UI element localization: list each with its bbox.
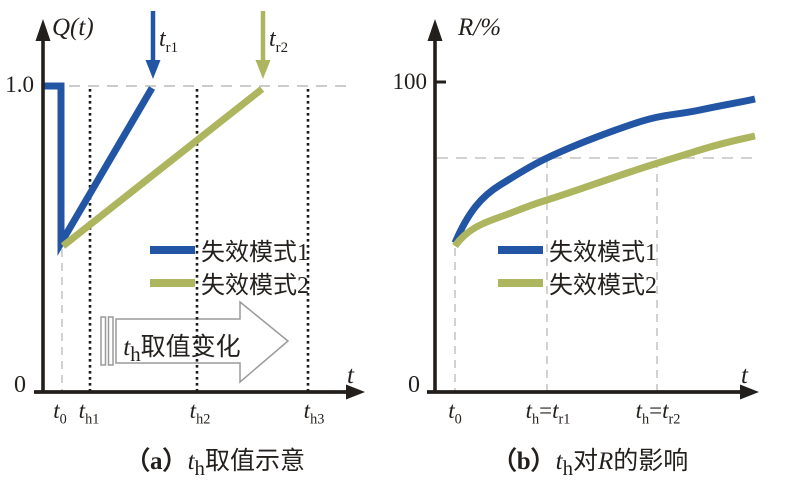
panel-a-caption-var: t bbox=[187, 448, 195, 475]
tr2-label-sub: r2 bbox=[275, 39, 289, 56]
tick-thr1-t1: t bbox=[525, 398, 532, 423]
panel-a-legend-item-2: 失效模式2 bbox=[150, 265, 309, 300]
tick-t0-sub: 0 bbox=[59, 411, 67, 428]
mode1-legend-label-b: 失效模式1 bbox=[549, 240, 657, 266]
tick-th2-base: t bbox=[189, 398, 197, 423]
panel-a-mode1-curve bbox=[44, 82, 156, 256]
panel-a-tick-t0: t0 bbox=[46, 398, 74, 427]
panel-b-legend-item-1: 失效模式1 bbox=[498, 232, 657, 267]
mode2-legend-swatch bbox=[150, 278, 195, 287]
panel-a-y-axis-label: Q(t) bbox=[52, 14, 94, 41]
panel-a-tick-th1: th1 bbox=[72, 398, 106, 427]
panel-b-y-axis-label: R/% bbox=[458, 14, 502, 41]
panel-b-caption-r: R bbox=[598, 448, 614, 475]
tick-thr1-s2: r1 bbox=[558, 411, 571, 428]
hollow-arrow-body bbox=[115, 300, 290, 384]
hollow-arrow-tail-bar-1 bbox=[100, 316, 107, 366]
panel-b-tick-th-tr2: th=tr2 bbox=[623, 398, 693, 427]
tick-th1-sub: h1 bbox=[85, 411, 100, 428]
tick-thr1-t2: t bbox=[552, 398, 559, 423]
panel-a-caption-sub: h bbox=[194, 456, 205, 480]
panel-a-caption-text: 取值示意 bbox=[204, 448, 305, 475]
panel-b-caption-var: t bbox=[555, 448, 563, 475]
panel-a-legend-item-1: 失效模式1 bbox=[150, 232, 309, 267]
tick-t0-base: t bbox=[53, 398, 60, 423]
panel-a-ytick-1: 1.0 bbox=[5, 72, 34, 97]
mode2-legend-swatch-b bbox=[498, 278, 543, 287]
mode1-legend-swatch-b bbox=[498, 245, 543, 254]
tr1-label-sub: r1 bbox=[165, 39, 179, 56]
hollow-arrow-label-sub: h bbox=[130, 342, 141, 366]
panel-a-tick-th3: th3 bbox=[297, 398, 331, 427]
tick-thr2-eq: = bbox=[649, 398, 663, 423]
tr2-label-base: t bbox=[269, 26, 276, 52]
tick-th2-sub: h2 bbox=[196, 411, 211, 428]
mode1-legend-swatch bbox=[150, 245, 195, 254]
mode1-legend-label: 失效模式1 bbox=[201, 240, 309, 266]
tr1-label-base: t bbox=[159, 26, 166, 52]
mode2-legend-label-b: 失效模式2 bbox=[549, 273, 657, 299]
panel-a-mode2-curve bbox=[60, 86, 265, 249]
panel-b-caption-sub: h bbox=[562, 456, 573, 480]
panel-a-caption-index: （a） bbox=[125, 448, 188, 475]
hollow-arrow-label-base: t bbox=[123, 334, 131, 361]
panel-b-x-axis-label: t bbox=[741, 362, 748, 389]
panel-b-caption-text2: 的影响 bbox=[613, 448, 689, 475]
panel-b-mode2-curve bbox=[452, 132, 756, 249]
tick-b-t0-sub: 0 bbox=[454, 411, 462, 428]
panel-b-mode1-curve bbox=[451, 95, 756, 245]
tick-thr2-s2: r2 bbox=[668, 411, 681, 428]
hollow-arrow-tail-bar-2 bbox=[107, 316, 114, 366]
tr1-arrow-head bbox=[145, 60, 161, 79]
panel-a-tick-th2: th2 bbox=[183, 398, 217, 427]
panel-b-caption-text1: 对 bbox=[572, 448, 598, 475]
panel-a-caption: （a）th取值示意 bbox=[85, 441, 345, 481]
panel-b-caption-index: （b） bbox=[491, 448, 556, 475]
panel-b-ytick-100: 100 bbox=[392, 69, 428, 94]
panel-b-y-axis-arrowhead bbox=[427, 19, 443, 41]
tick-th1-base: t bbox=[78, 398, 86, 423]
tr2-label: tr2 bbox=[269, 26, 288, 55]
tick-thr2-s1: h bbox=[642, 411, 650, 428]
mode2-legend-label: 失效模式2 bbox=[201, 273, 309, 299]
panel-b-x-axis-arrowhead bbox=[740, 384, 759, 400]
hollow-arrow-label: th取值变化 bbox=[118, 327, 246, 367]
hollow-arrow-label-text: 取值变化 bbox=[140, 334, 241, 361]
panel-b-tick-t0: t0 bbox=[441, 398, 469, 427]
tick-th3-sub: h3 bbox=[310, 411, 325, 428]
tr2-arrow-head bbox=[255, 60, 271, 79]
tick-b-t0-base: t bbox=[448, 398, 455, 423]
tick-thr1-s1: h bbox=[532, 411, 540, 428]
panel-a-y-axis-arrowhead bbox=[35, 19, 51, 41]
panel-b-origin-label: 0 bbox=[408, 372, 420, 398]
tick-thr2-t1: t bbox=[635, 398, 642, 423]
panel-a-x-axis-arrowhead bbox=[346, 384, 365, 400]
panel-a-x-axis-label: t bbox=[347, 362, 354, 389]
panel-b-legend-item-2: 失效模式2 bbox=[498, 265, 657, 300]
tick-thr2-t2: t bbox=[662, 398, 669, 423]
tick-th3-base: t bbox=[303, 398, 311, 423]
panel-a-origin-label: 0 bbox=[14, 372, 26, 398]
tr1-label: tr1 bbox=[159, 26, 178, 55]
tick-thr1-eq: = bbox=[539, 398, 553, 423]
panel-b-tick-th-tr1: th=tr1 bbox=[513, 398, 583, 427]
panel-b-caption: （b）th对R的影响 bbox=[455, 441, 725, 481]
